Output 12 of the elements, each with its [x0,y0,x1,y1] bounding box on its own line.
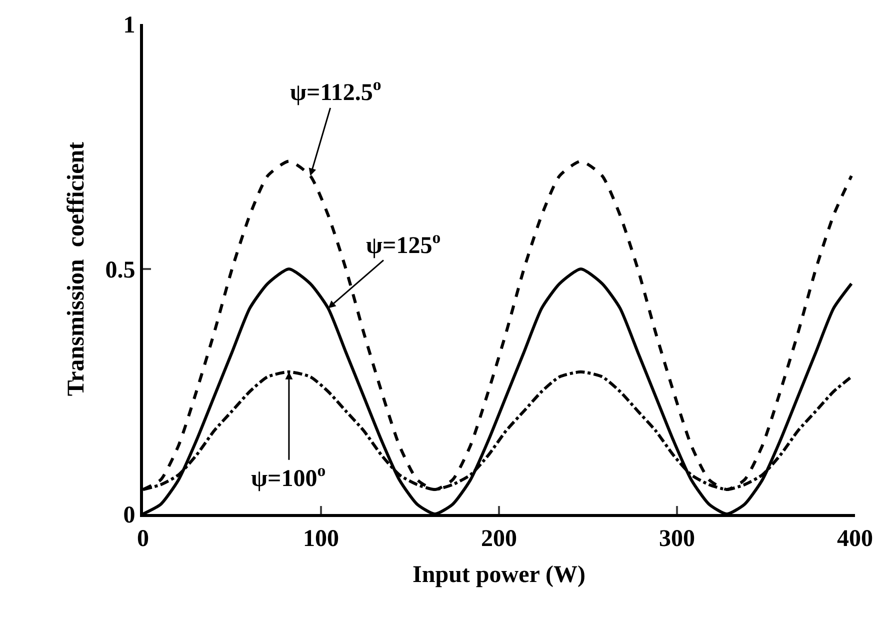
annotation: ψ=125$^{o}$ [366,228,441,260]
annotation: ψ=112.5$^{o}$ [290,75,382,106]
y-tick-label: 0 [123,502,136,528]
y-axis-title: Transmission coefficient [63,142,90,396]
y-tick-label: 1 [123,12,136,38]
x-tick-label: 400 [837,526,873,552]
annotation: ψ=100$^{o}$ [251,461,326,492]
x-tick-label: 300 [659,526,695,552]
x-tick-label: 100 [303,526,339,552]
x-tick-label: 200 [481,526,517,552]
x-axis-title: Input power (W) [412,562,586,588]
y-tick-label: 0.5 [105,257,136,284]
